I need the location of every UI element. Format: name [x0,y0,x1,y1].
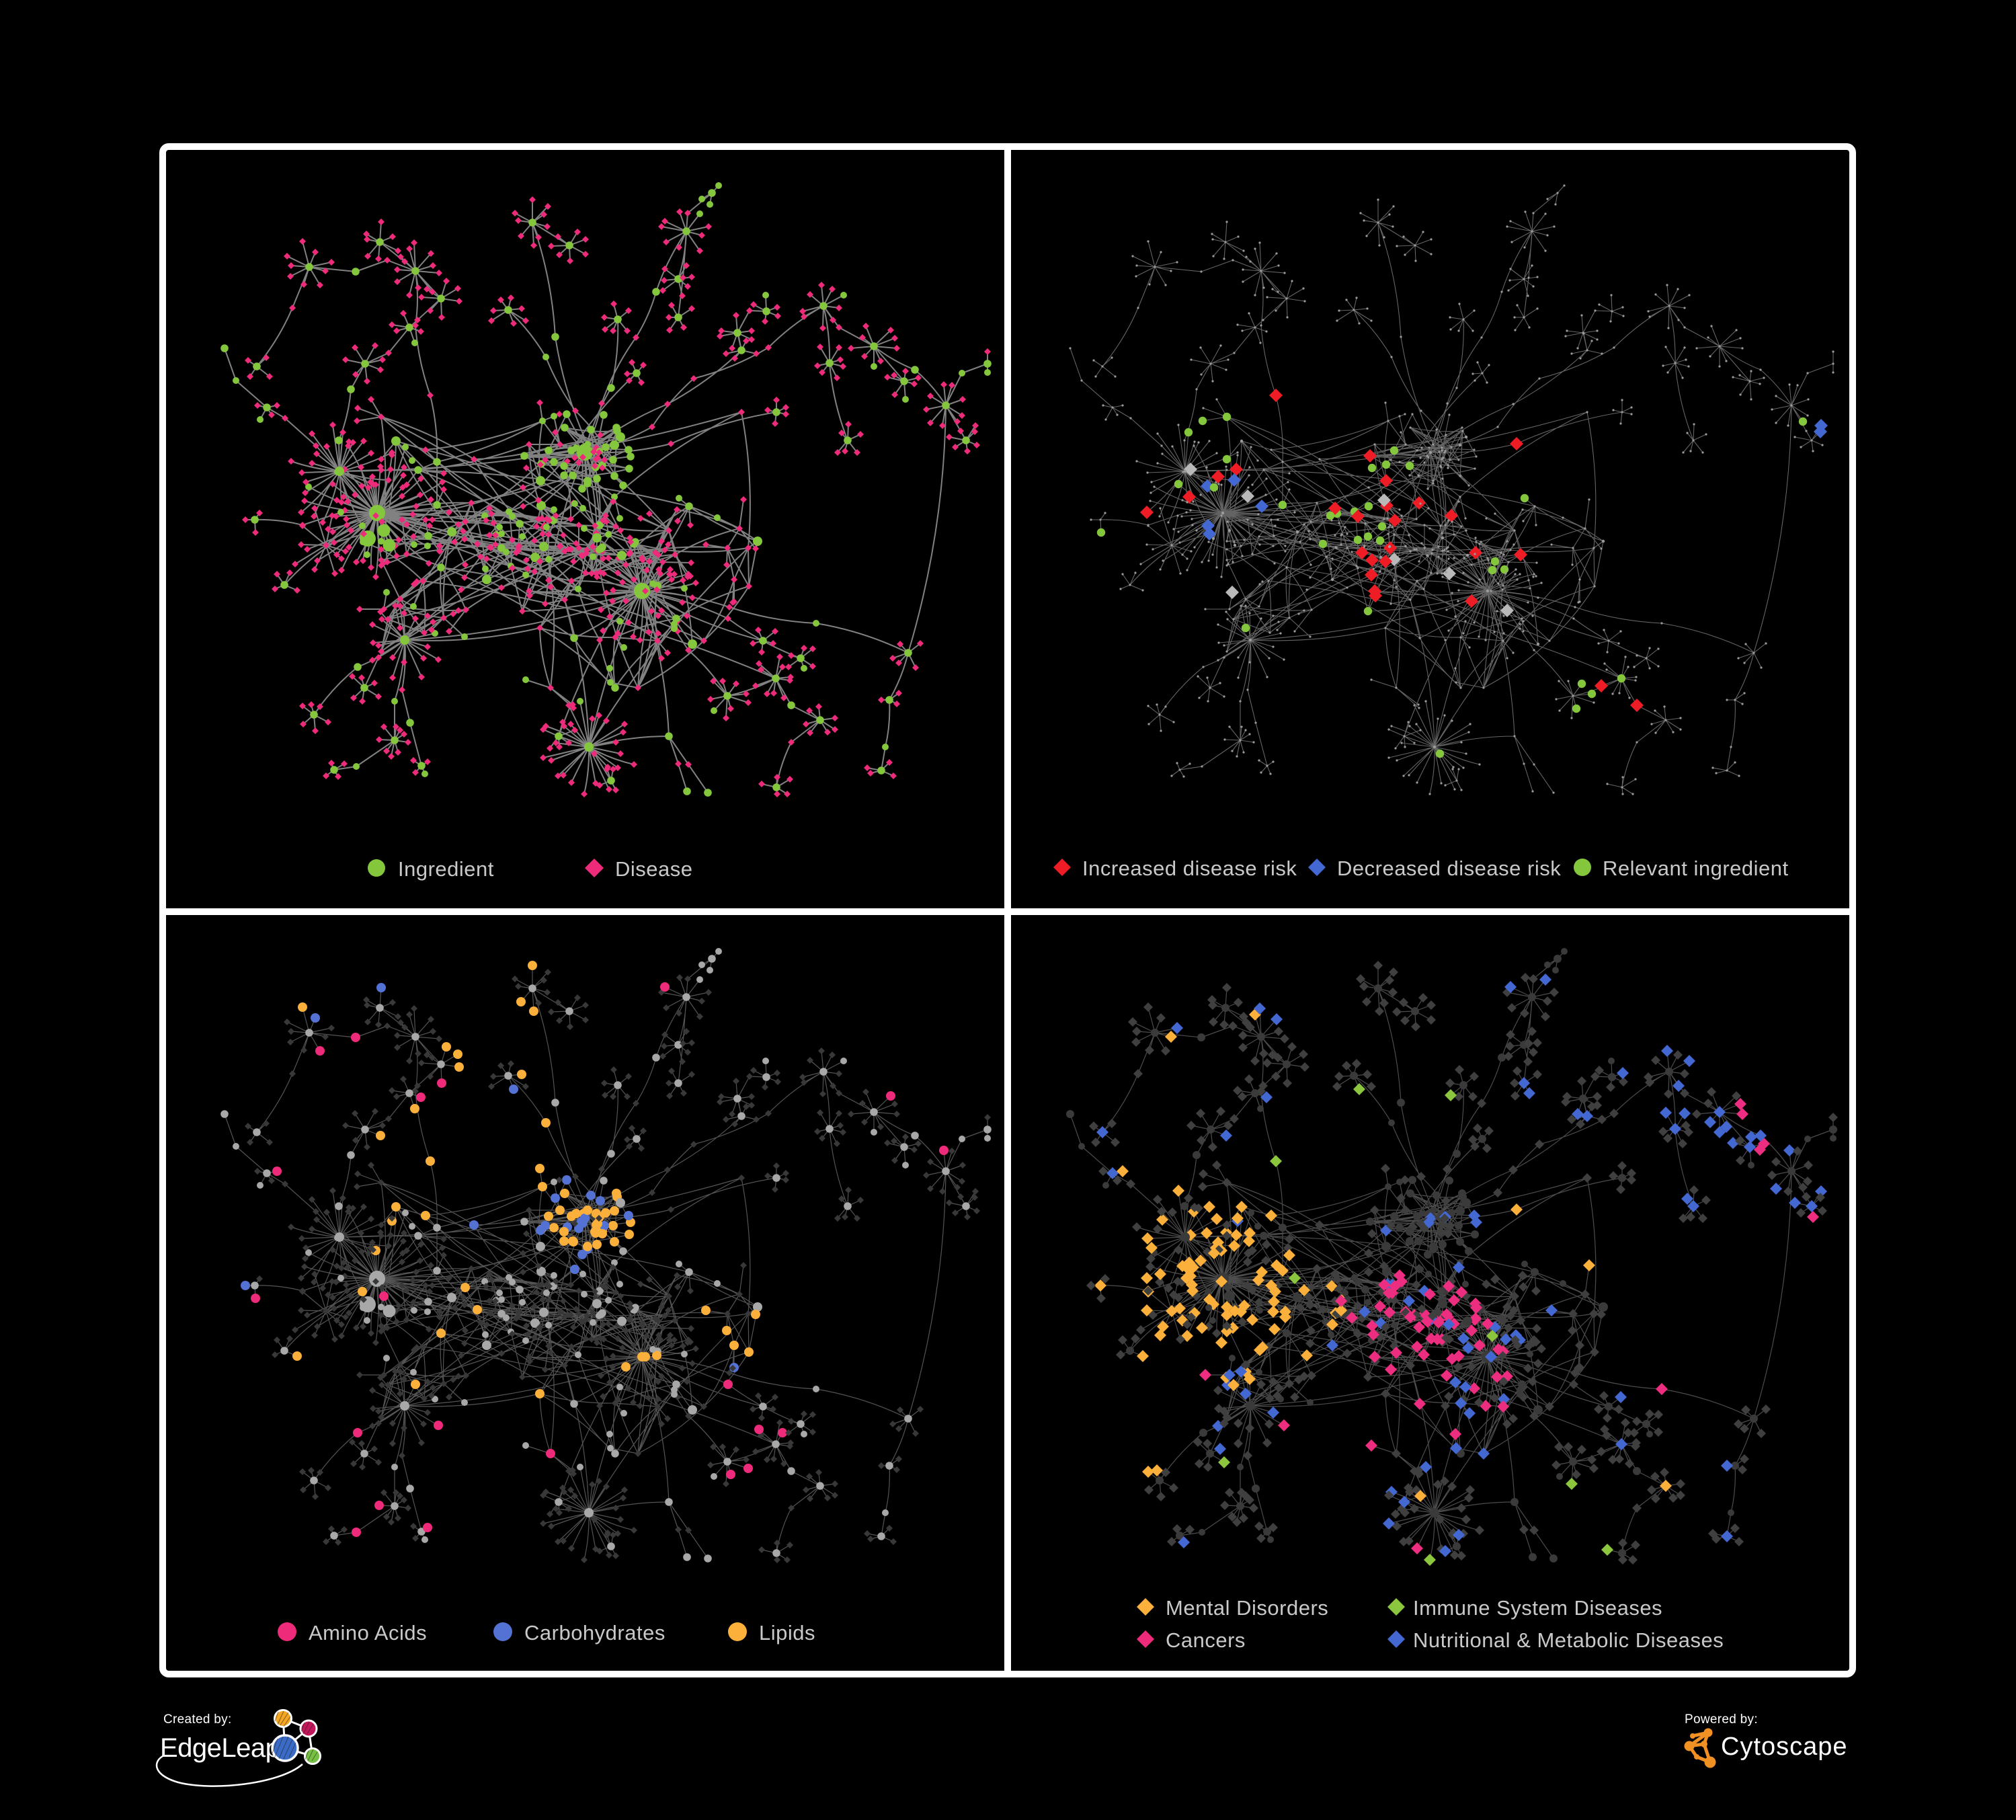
svg-text:Lipids: Lipids [759,1621,815,1645]
svg-text:Increased disease risk: Increased disease risk [1082,857,1297,880]
svg-text:Cytoscape: Cytoscape [1721,1733,1848,1761]
svg-text:Created by:: Created by: [163,1712,232,1727]
svg-text:Mental Disorders: Mental Disorders [1166,1596,1328,1620]
svg-text:Ingredient: Ingredient [398,857,494,881]
svg-text:EdgeLeap: EdgeLeap [160,1733,280,1763]
svg-text:Amino Acids: Amino Acids [309,1621,427,1645]
svg-text:Powered by:: Powered by: [1685,1712,1758,1727]
svg-text:Immune System Diseases: Immune System Diseases [1413,1596,1662,1620]
svg-text:Carbohydrates: Carbohydrates [524,1621,666,1645]
svg-text:Nutritional & Metabolic Diseas: Nutritional & Metabolic Diseases [1413,1628,1724,1652]
svg-text:Cancers: Cancers [1166,1628,1246,1652]
svg-text:Relevant ingredient: Relevant ingredient [1603,857,1789,880]
svg-text:Disease: Disease [615,857,693,881]
svg-text:Decreased disease risk: Decreased disease risk [1337,857,1561,880]
